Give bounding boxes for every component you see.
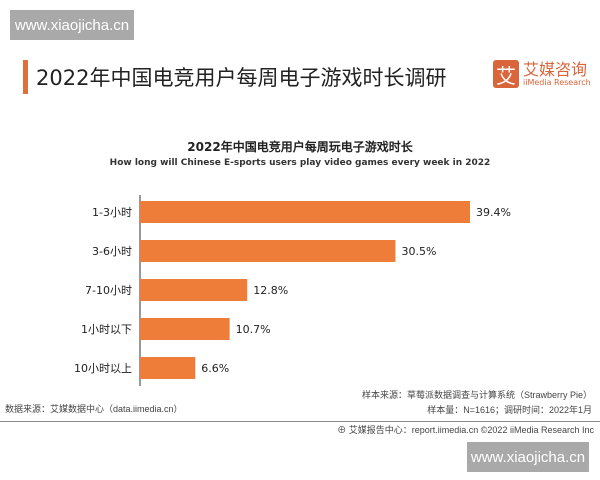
bar <box>140 201 470 223</box>
globe-icon: ⊕ <box>337 425 347 435</box>
category-label: 1小时以下 <box>81 323 132 336</box>
logo-mark: 艾 <box>493 60 519 88</box>
divider <box>0 421 600 422</box>
logo-cn: 艾媒咨询 <box>523 60 588 79</box>
report-text: 艾媒报告中心：report.iimedia.cn ©2022 iiMedia R… <box>348 425 594 435</box>
bar <box>140 318 230 340</box>
chart-subtitle: How long will Chinese E-sports users pla… <box>109 158 491 168</box>
category-label: 1-3小时 <box>92 206 132 219</box>
report-credit: ⊕ 艾媒报告中心：report.iimedia.cn ©2022 iiMedia… <box>337 425 594 436</box>
category-label: 3-6小时 <box>92 245 132 258</box>
sample-size: 样本量：N=1616；调研时间：2022年1月 <box>427 405 592 416</box>
logo: 艾 艾媒咨询 iiMedia Research <box>493 60 591 88</box>
chart-title: 2022年中国电竞用户每周玩电子游戏时长 <box>187 140 413 154</box>
sample-size-text: 样本量：N=1616；调研时间：2022年1月 <box>427 405 592 415</box>
logo-en: iiMedia Research <box>523 78 591 87</box>
watermark-bottom: www.xiaojicha.cn <box>467 442 589 472</box>
page-title: 2022年中国电竞用户每周电子游戏时长调研 <box>36 66 447 90</box>
bar <box>140 279 248 301</box>
data-label: 10.7% <box>236 323 271 336</box>
data-label: 12.8% <box>253 284 288 297</box>
bar <box>140 357 196 379</box>
sample-source: 样本来源：草莓派数据调查与计算系统（Strawberry Pie） <box>361 390 592 400</box>
data-label: 39.4% <box>476 206 511 219</box>
data-source: 数据来源：艾媒数据中心（data.iimedia.cn） <box>5 404 183 414</box>
data-label: 30.5% <box>401 245 436 258</box>
bar <box>140 240 396 262</box>
category-label: 10小时以上 <box>74 362 132 375</box>
title-accent-bar <box>23 60 28 94</box>
watermark: www.xiaojicha.cn <box>10 10 134 40</box>
category-label: 7-10小时 <box>85 284 132 297</box>
data-label: 6.6% <box>201 362 229 375</box>
